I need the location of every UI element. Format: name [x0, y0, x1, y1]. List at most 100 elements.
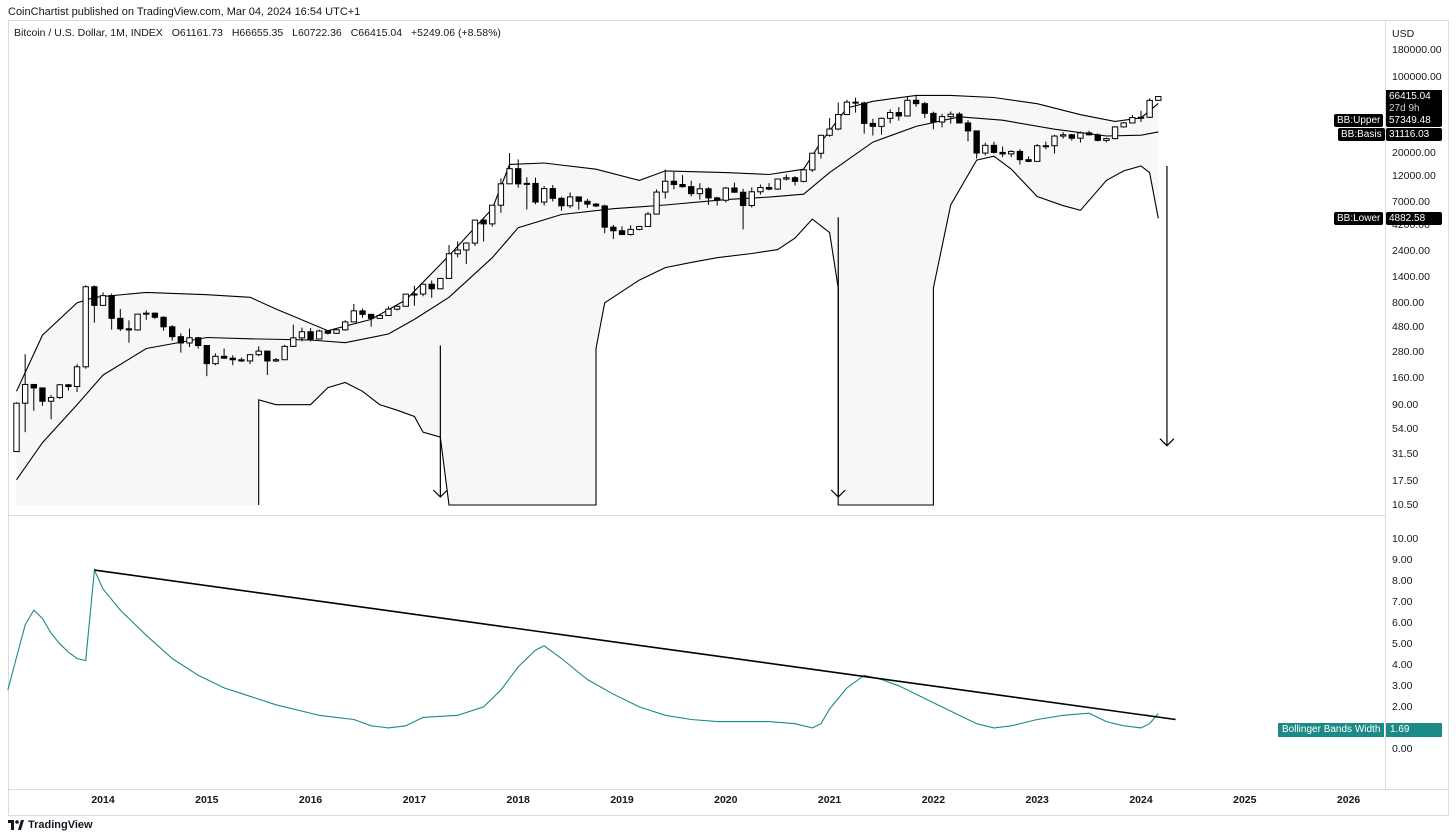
price-tick-label: 160.00: [1392, 371, 1425, 384]
symbol-legend: Bitcoin / U.S. Dollar, 1M, INDEX O61161.…: [14, 27, 507, 39]
candle-body: [653, 191, 660, 215]
year-tick-label: 2015: [195, 794, 219, 806]
bollinger-band-fill: [16, 95, 1159, 506]
year-tick-label: 2020: [714, 794, 738, 806]
bbw-name-tag: Bollinger Bands Width: [1278, 723, 1385, 737]
candle-body: [930, 112, 937, 123]
tradingview-logo-icon: [8, 820, 24, 830]
candle-body: [91, 286, 98, 306]
candle-body: [160, 316, 167, 328]
year-tick-label: 2025: [1233, 794, 1257, 806]
candle-body: [886, 112, 894, 119]
candle-body: [143, 312, 150, 315]
candle-body: [1085, 132, 1093, 136]
bbw-tick-label: 2.00: [1392, 700, 1413, 713]
candle-body: [497, 183, 505, 206]
symbol-name[interactable]: Bitcoin / U.S. Dollar, 1M, INDEX: [14, 27, 163, 39]
candle-body: [1155, 96, 1162, 101]
candle-body: [56, 384, 63, 399]
brand-name: TradingView: [28, 819, 93, 831]
candle-body: [765, 187, 773, 190]
candle-body: [220, 355, 228, 359]
candle-body: [506, 168, 513, 185]
bollinger-upper-line: [16, 94, 1159, 392]
candle-body: [895, 112, 902, 117]
candle-body: [947, 113, 954, 118]
candle-body: [558, 197, 565, 207]
candle-body: [904, 99, 911, 117]
last-price-label: 66415.04 27d 9h: [1386, 90, 1442, 115]
bb-upper-value-tag: 57349.48: [1386, 114, 1442, 127]
candle-body: [921, 103, 928, 114]
candle-body: [662, 180, 669, 193]
pane-divider[interactable]: [8, 515, 1386, 516]
change-value: +5249.06 (+8.58%): [411, 27, 501, 39]
candle-body: [229, 357, 236, 361]
candle-body: [835, 114, 842, 130]
year-tick-label: 2021: [817, 794, 842, 806]
candle-body: [281, 345, 288, 361]
candle-body: [463, 242, 470, 251]
candle-body: [246, 354, 254, 362]
bbw-tick-label: 7.00: [1392, 595, 1413, 608]
candle-body: [376, 314, 383, 319]
candle-body: [861, 102, 868, 124]
candle-body: [584, 200, 591, 205]
candle-body: [419, 283, 427, 295]
candle-body: [575, 196, 582, 202]
candle-body: [445, 253, 453, 279]
bbw-tick-label: 6.00: [1392, 616, 1413, 629]
candle-body: [644, 213, 652, 227]
candle-body: [272, 359, 280, 362]
candle-body: [30, 383, 37, 389]
candle-body: [826, 128, 833, 136]
candle-body: [1120, 122, 1127, 128]
price-tick-label: 17.50: [1392, 475, 1419, 488]
candle-body: [316, 330, 323, 340]
candle-body: [636, 225, 643, 230]
candle-body: [1129, 117, 1136, 124]
candle-body: [13, 402, 20, 453]
candle-body: [627, 228, 634, 235]
price-tick-label: 54.00: [1392, 422, 1419, 435]
candle-body: [540, 188, 548, 203]
candle-body: [1094, 134, 1101, 141]
candle-body: [1103, 138, 1110, 141]
candle-body: [1059, 134, 1067, 137]
candle-body: [999, 151, 1006, 155]
candle-body: [99, 295, 107, 306]
candle-body: [549, 188, 556, 199]
candle-body: [739, 191, 747, 207]
bar-countdown: 27d 9h: [1389, 102, 1420, 114]
bbw-tick-label: 4.00: [1392, 658, 1413, 671]
candle-body: [618, 230, 626, 235]
year-tick-label: 2017: [402, 794, 427, 806]
candle-body: [238, 359, 245, 362]
candle-body: [1137, 116, 1145, 119]
candle-body: [367, 313, 375, 319]
candle-body: [471, 219, 479, 244]
currency-label[interactable]: USD: [1392, 28, 1415, 40]
price-tick-label: 100000.00: [1392, 71, 1442, 84]
price-tick-label: 12000.00: [1392, 170, 1436, 183]
candle-body: [783, 177, 790, 180]
publisher-line: CoinChartist published on TradingView.co…: [8, 6, 361, 18]
candle-body: [393, 305, 401, 310]
candle-body: [1042, 145, 1050, 148]
candle-body: [532, 182, 539, 203]
candle-body: [1068, 134, 1075, 139]
last-price-value: 66415.04: [1389, 91, 1431, 102]
price-tick-label: 480.00: [1392, 320, 1425, 333]
bbw-tick-label: 3.00: [1392, 679, 1413, 692]
candle-body: [333, 329, 340, 334]
candle-body: [938, 116, 946, 123]
candle-body: [705, 188, 712, 199]
price-tick-label: 31.50: [1392, 447, 1419, 460]
candle-body: [1111, 126, 1119, 140]
candle-body: [592, 203, 600, 207]
candle-body: [350, 310, 358, 323]
tradingview-logo[interactable]: TradingView: [8, 819, 93, 831]
bbw-value-tag: 1.69: [1386, 723, 1442, 737]
candle-body: [722, 187, 729, 201]
